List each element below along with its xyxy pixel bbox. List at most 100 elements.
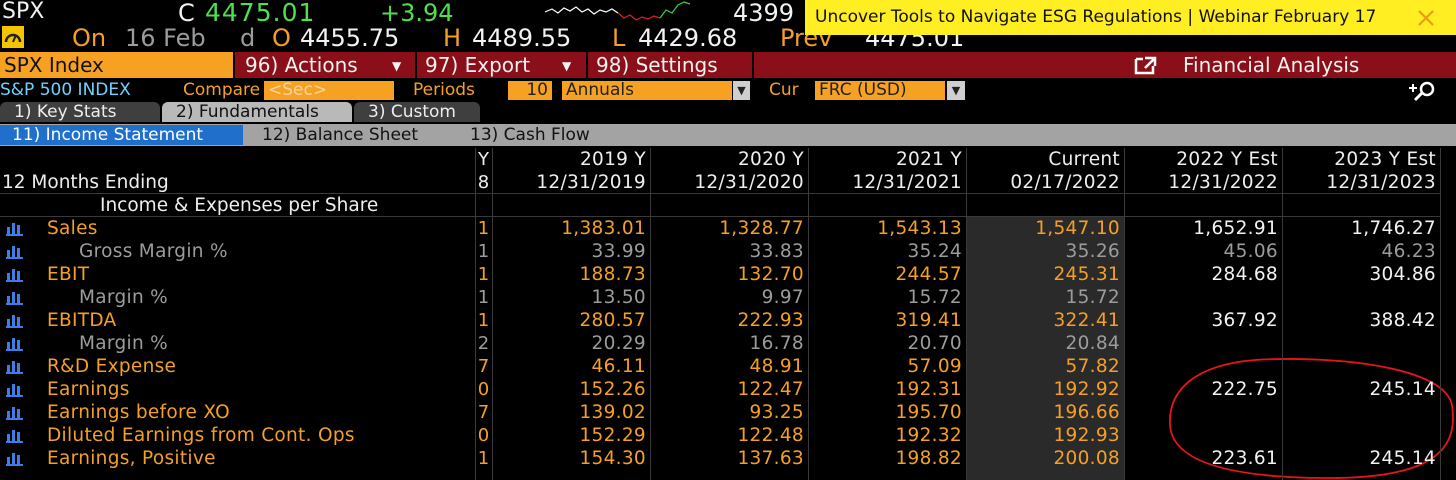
chart-icon[interactable]: [5, 403, 25, 421]
row-value: 152.26: [579, 379, 646, 400]
subtab-label[interactable]: 11) Income Statement: [12, 125, 204, 145]
tab-label[interactable]: 3) Custom: [368, 102, 456, 122]
current-column-shade: [966, 217, 1124, 480]
chart-icon[interactable]: [5, 357, 25, 375]
banner-text[interactable]: Uncover Tools to Navigate ESG Regulation…: [815, 7, 1377, 27]
tab[interactable]: 2) Fundamentals: [162, 102, 352, 122]
section-header: Income & Expenses per Share: [100, 195, 379, 216]
chart-icon[interactable]: [5, 219, 25, 237]
separator: [752, 52, 754, 78]
dropdown-button[interactable]: ▼: [947, 81, 965, 100]
dropdown-arrow: ▼: [392, 59, 402, 73]
row-value: 192.92: [1053, 379, 1120, 400]
chart-icon[interactable]: [5, 265, 25, 283]
subtab-bar: [0, 124, 1456, 146]
row-value: 139.02: [579, 402, 646, 423]
on-label: On: [72, 24, 107, 52]
chart-icon[interactable]: [5, 449, 25, 467]
panel-title: Financial Analysis: [1183, 53, 1360, 77]
last-price: 4475.01: [205, 0, 316, 27]
security[interactable]: SPX Index: [4, 53, 104, 77]
row-value: 1,746.27: [1351, 218, 1436, 239]
tab[interactable]: 1) Key Stats: [0, 102, 160, 122]
row-value: 188.73: [579, 264, 646, 285]
row-label: Earnings, Positive: [47, 448, 216, 469]
tab[interactable]: 3) Custom: [354, 102, 480, 122]
chart-icon[interactable]: [5, 242, 25, 260]
toolbar: [235, 52, 1456, 78]
row-y: 0: [477, 379, 490, 400]
open-value: 4455.75: [300, 24, 400, 52]
ticker: SPX: [2, 0, 45, 24]
row-value: 304.86: [1369, 264, 1436, 285]
row-value: 20.84: [1065, 333, 1120, 354]
zoom-icon[interactable]: [1406, 80, 1440, 102]
row-label: EBIT: [47, 264, 90, 285]
row-value: 195.70: [895, 402, 962, 423]
export-menu[interactable]: 97) Export: [425, 53, 531, 77]
currency-field[interactable]: FRC (USD): [815, 81, 945, 100]
row-value: 35.26: [1065, 241, 1120, 262]
row-y: 1: [477, 218, 490, 239]
row-value: 245.14: [1369, 448, 1436, 469]
compare-field[interactable]: <Sec>: [264, 81, 394, 100]
row-value: 192.31: [895, 379, 962, 400]
column-date: 12/31/2019: [536, 172, 646, 193]
row-y: 1: [477, 448, 490, 469]
app-icon[interactable]: [2, 26, 24, 48]
row-label: Gross Margin %: [79, 241, 228, 262]
dropdown-button[interactable]: ▼: [733, 81, 750, 100]
periods-field[interactable]: 10: [508, 81, 552, 100]
row-value: 15.72: [1065, 287, 1120, 308]
row-label: Margin %: [79, 287, 169, 308]
row-value: 57.82: [1065, 356, 1120, 377]
row-value: 1,328.77: [719, 218, 804, 239]
subtab[interactable]: 11) Income Statement: [0, 125, 243, 145]
subtab-label[interactable]: 12) Balance Sheet: [262, 125, 419, 145]
column-period: 2019 Y: [579, 149, 646, 170]
column-divider: [475, 148, 476, 480]
row-value: 45.06: [1223, 241, 1278, 262]
actions-menu[interactable]: 96) Actions: [245, 53, 358, 77]
row-value: 132.70: [737, 264, 804, 285]
column-divider: [1440, 148, 1441, 480]
header-divider: [0, 193, 1440, 194]
row-y: 7: [477, 356, 490, 377]
subtab[interactable]: 12) Balance Sheet: [250, 125, 450, 145]
row-value: 46.23: [1381, 241, 1436, 262]
banner[interactable]: Uncover Tools to Navigate ESG Regulation…: [805, 0, 1456, 35]
quote-date: 16 Feb: [125, 24, 206, 52]
popout-icon[interactable]: [1133, 55, 1159, 75]
chart-icon[interactable]: [5, 288, 25, 306]
chart-icon[interactable]: [5, 334, 25, 352]
row-value: 245.14: [1369, 379, 1436, 400]
row-label: Earnings before XO: [47, 402, 231, 423]
settings-menu[interactable]: 98) Settings: [596, 53, 718, 77]
other-price: 4399: [733, 0, 795, 27]
column-divider: [966, 148, 967, 480]
column-period: 2022 Y Est: [1176, 149, 1278, 170]
row-value: 33.99: [591, 241, 646, 262]
row-value: 48.91: [749, 356, 804, 377]
subtab[interactable]: 13) Cash Flow: [458, 125, 618, 145]
column-period: 2020 Y: [737, 149, 804, 170]
tab-label[interactable]: 1) Key Stats: [14, 102, 117, 122]
currency-label: Cur: [769, 80, 799, 100]
period-type-field[interactable]: Annuals: [562, 81, 732, 100]
row-value: 244.57: [895, 264, 962, 285]
banner-close[interactable]: [1417, 9, 1435, 27]
row-value: 192.32: [895, 425, 962, 446]
tab-label[interactable]: 2) Fundamentals: [176, 102, 319, 122]
chart-icon[interactable]: [5, 380, 25, 398]
chart-icon[interactable]: [5, 426, 25, 444]
security-box[interactable]: SPX Index: [0, 52, 233, 78]
row-value: 319.41: [895, 310, 962, 331]
row-value: 222.75: [1211, 379, 1278, 400]
chart-icon[interactable]: [5, 311, 25, 329]
row-value: 223.61: [1211, 448, 1278, 469]
subtab-label[interactable]: 13) Cash Flow: [470, 125, 590, 145]
column-divider: [1282, 148, 1283, 480]
column-period: Current: [1048, 149, 1120, 170]
row-label: R&D Expense: [47, 356, 177, 377]
